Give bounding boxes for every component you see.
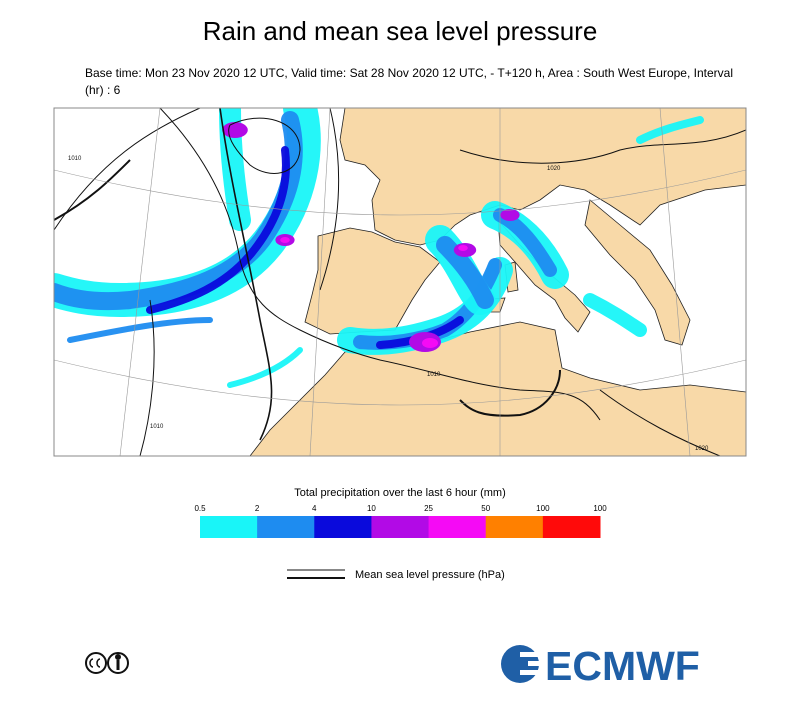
isobar-label: 1020: [547, 166, 561, 172]
logo: ECMWF: [501, 643, 700, 689]
colorbar-tick-label: 0.5: [194, 504, 206, 513]
colorbar-segment: [371, 516, 430, 538]
license-icon: [85, 652, 129, 674]
rain-area: [636, 116, 704, 144]
colorbar-tick-label: 4: [312, 504, 317, 513]
map: 1010 1020 1010 1020 1010: [54, 108, 746, 456]
isobar-label: 1020: [695, 446, 709, 452]
rain-area: [227, 347, 303, 388]
rain-area: [583, 293, 647, 337]
rain-core: [422, 338, 438, 348]
graticule: [54, 108, 746, 456]
precipitation: [54, 108, 704, 388]
rain-core: [280, 237, 290, 243]
rain-area: [146, 146, 290, 314]
isobars: [54, 108, 746, 456]
colorbar-tick-label: 10: [367, 504, 376, 513]
rain-core: [500, 209, 520, 221]
map-frame: [53, 107, 747, 457]
colorbar-segment: [428, 516, 487, 538]
isobar-label: 1010: [427, 372, 441, 378]
rain-core: [458, 245, 468, 251]
subtitle: Base time: Mon 23 Nov 2020 12 UTC, Valid…: [85, 66, 733, 97]
colorbar-segment: [257, 516, 315, 538]
precip-legend-title: Total precipitation over the last 6 hour…: [294, 487, 506, 499]
colorbar-segment: [314, 516, 372, 538]
colorbar-segment: [542, 516, 601, 538]
rain-area: [54, 111, 303, 311]
colorbar-tick-label: 100: [536, 504, 550, 513]
colorbar-segment: [485, 516, 544, 538]
pressure-legend-label: Mean sea level pressure (hPa): [355, 569, 505, 581]
logo-text: ECMWF: [545, 643, 700, 689]
colorbar: 0.5 2 4 10 25 50 100 100: [194, 504, 607, 538]
rain-area: [436, 236, 494, 309]
colorbar-tick-label: 2: [255, 504, 260, 513]
colorbar-tick-label: 100: [593, 504, 607, 513]
title: Rain and mean sea level pressure: [202, 16, 598, 46]
colorbar-tick-label: 50: [481, 504, 490, 513]
colorbar-tick-label: 25: [424, 504, 433, 513]
rain-area: [67, 317, 213, 343]
isobar-label: 1010: [68, 156, 82, 162]
rain-core: [222, 122, 248, 138]
colorbar-segment: [200, 516, 258, 538]
isobar-label: 1010: [150, 424, 164, 430]
